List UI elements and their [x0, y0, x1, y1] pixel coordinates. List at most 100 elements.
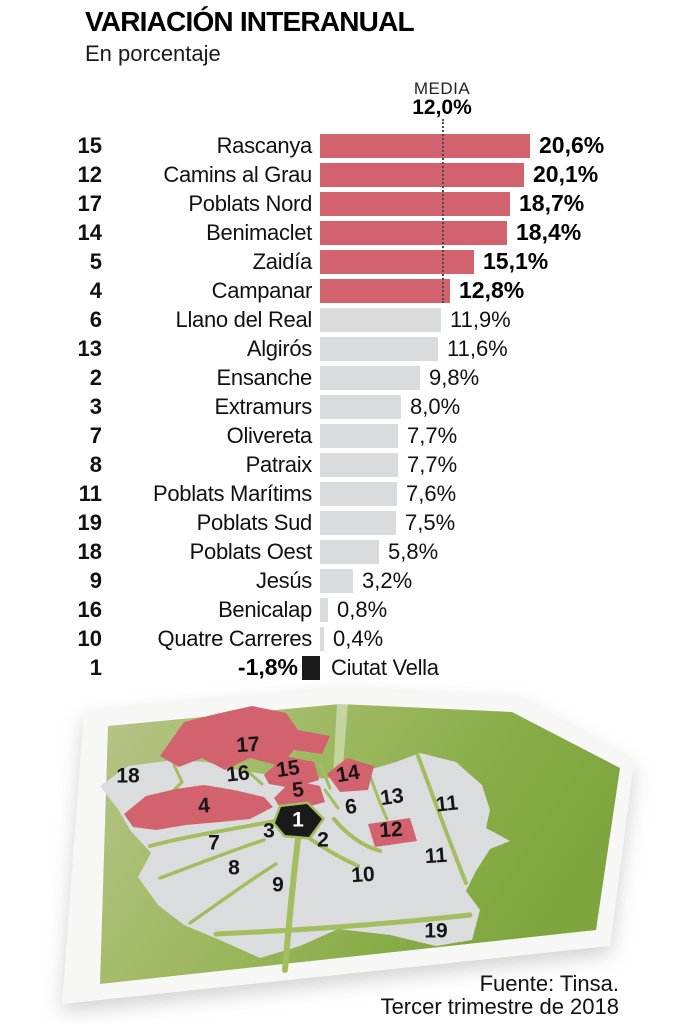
district-number: 1: [89, 655, 102, 680]
bar-value-label: 7,7%: [407, 423, 458, 448]
bar-above: [320, 279, 450, 303]
bar-value-label: 11,9%: [450, 307, 511, 332]
district-name: Rascanya: [216, 133, 313, 158]
district-map: 17 18 16 15 14 5 4 13 11 6 13 2 12 78 9 10 11 19: [62, 688, 634, 1004]
district-name: Benimaclet: [206, 220, 312, 245]
bar-value-label: 7,5%: [405, 510, 456, 535]
district-name: Jesús: [256, 568, 312, 593]
mean-value: 12,0%: [412, 96, 472, 119]
bar-below: [320, 598, 328, 622]
bar-below: [320, 366, 420, 390]
district-number: 9: [89, 568, 102, 593]
bar-above: [320, 163, 524, 187]
map-district-5-shape: [274, 780, 325, 809]
bar-value-label: 12,8%: [459, 277, 525, 303]
district-number: 18: [77, 539, 102, 564]
district-number: 6: [89, 307, 102, 332]
district-number: 8: [89, 452, 102, 477]
bar-value-label: 7,6%: [406, 481, 457, 506]
bar-below: [320, 395, 401, 419]
chart-row-benimaclet: 14 Benimaclet 18,4%: [0, 218, 675, 247]
district-number: 7: [89, 423, 102, 448]
district-name: Quatre Carreres: [157, 626, 313, 651]
chart-row-ciutat-vella: 1 -1,8% Ciutat Vella: [0, 653, 675, 682]
source-note: Fuente: Tinsa. Tercer trimestre de 2018: [381, 972, 619, 1018]
map-district-label-6: 6: [344, 795, 359, 819]
map-district-label-13: 13: [379, 784, 405, 810]
map-district-label-3: 3: [263, 820, 275, 843]
bar-above: [320, 250, 474, 274]
map-district-label-17: 17: [236, 733, 261, 758]
map-district-4-shape: [124, 785, 273, 830]
chart-row-poblats-nord: 17 Poblats Nord 18,7%: [0, 189, 675, 218]
district-number: 12: [77, 162, 102, 187]
bar-value-label: 11,6%: [447, 336, 508, 361]
map-district-label-4: 4: [197, 794, 211, 818]
chart-row-extramurs: 3 Extramurs 8,0%: [0, 392, 675, 421]
district-number: 10: [77, 626, 102, 651]
map-district-17-shape: [160, 706, 330, 770]
bar-below: [320, 337, 438, 361]
chart-row-llano-del-real: 6 Llano del Real 11,9%: [0, 305, 675, 334]
district-name: Camins al Grau: [163, 162, 312, 187]
district-name: Llano del Real: [175, 307, 313, 332]
map-district-14-shape: [327, 758, 374, 792]
mean-annotation: MEDIA 12,0%: [372, 79, 512, 119]
bar-below: [320, 627, 324, 651]
map-district-label-16: 16: [225, 761, 251, 786]
bar-below: [320, 424, 398, 448]
bar-chart: 15 Rascanya 20,6% 12 Camins al Grau 20,1% 17 Po…: [0, 131, 675, 682]
district-number: 4: [89, 278, 102, 303]
district-name: Zaidía: [252, 249, 313, 274]
chart-row-olivereta: 7 Olivereta 7,7%: [0, 421, 675, 450]
bar-above: [320, 221, 507, 245]
district-number: 13: [77, 336, 102, 361]
map-district-label-12: 12: [379, 818, 404, 843]
map-district-label-14: 14: [335, 761, 362, 788]
bar-value-label: -1,8%: [237, 654, 298, 680]
district-name: Ensanche: [216, 365, 313, 390]
map-labels: 17 18 16 15 14 5 4 13 11 6 13 2 12 78 9 10 11 19: [116, 733, 459, 943]
district-name: Benicalap: [218, 597, 312, 622]
bar-below: [320, 511, 396, 535]
bar-value-label: 5,8%: [388, 539, 439, 564]
bar-value-label: 9,8%: [429, 365, 480, 390]
district-name: Poblats Sud: [196, 510, 313, 535]
chart-row-poblats-oest: 18 Poblats Oest 5,8%: [0, 537, 675, 566]
chart-row-rascanya: 15 Rascanya 20,6%: [0, 131, 675, 160]
map-district-label-1: 1: [292, 809, 304, 832]
chart-row-campanar: 4 Campanar 12,8%: [0, 276, 675, 305]
bar-above: [320, 192, 510, 216]
chart-row-ensanche: 2 Ensanche 9,8%: [0, 363, 675, 392]
map-district-label-10: 10: [351, 863, 376, 888]
district-name: Olivereta: [226, 423, 313, 448]
bar-below: [320, 453, 398, 477]
chart-row-jes-s: 9 Jesús 3,2%: [0, 566, 675, 595]
chart-row-patraix: 8 Patraix 7,7%: [0, 450, 675, 479]
map-fold-line: [333, 703, 348, 778]
source-line-1: Fuente: Tinsa.: [479, 971, 619, 996]
bar-value-label: 8,0%: [410, 394, 461, 419]
map-district-label-8: 8: [228, 857, 240, 880]
chart-row-poblats-mar-tims: 11 Poblats Marítims 7,6%: [0, 479, 675, 508]
district-number: 15: [77, 133, 102, 158]
district-name: Poblats Marítims: [152, 481, 312, 506]
chart-row-poblats-sud: 19 Poblats Sud 7,5%: [0, 508, 675, 537]
bar-above: [320, 134, 530, 158]
bar-value-label: 18,4%: [516, 219, 582, 245]
bar-value-label: 18,7%: [519, 190, 585, 216]
map-district-label-15: 15: [275, 756, 302, 782]
map-district-12-shape: [368, 818, 417, 847]
district-name: Poblats Oest: [189, 539, 313, 564]
chart-row-zaid-a: 5 Zaidía 15,1%: [0, 247, 675, 276]
bar-below: [320, 569, 353, 593]
district-number: 3: [89, 394, 102, 419]
district-number: 2: [89, 365, 102, 390]
bar-below: [320, 482, 397, 506]
source-line-2: Tercer trimestre de 2018: [380, 994, 619, 1019]
map-district-label-18: 18: [116, 765, 140, 788]
chart-subtitle: En porcentaje: [85, 41, 221, 66]
chart-title: VARIACIÓN INTERANUAL: [85, 6, 415, 37]
mean-reference-line: [442, 119, 444, 303]
map-district-label-7: 7: [208, 832, 220, 855]
